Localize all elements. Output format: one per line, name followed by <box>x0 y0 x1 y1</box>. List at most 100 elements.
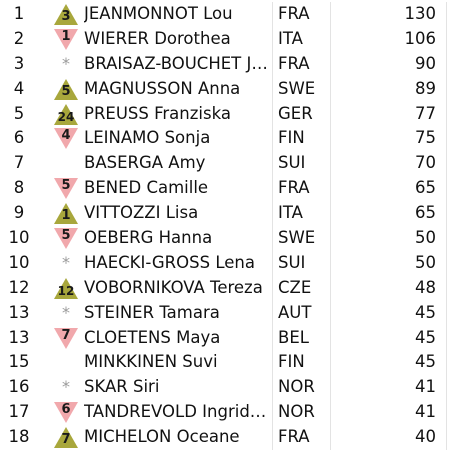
table-row[interactable]: 6 4 LEINAMO Sonja FIN 75 <box>0 126 472 151</box>
rank-cell: 1 <box>13 4 25 23</box>
athlete-name[interactable]: VITTOZZI Lisa <box>84 203 199 223</box>
rank-cell: 2 <box>13 28 25 48</box>
athlete-name[interactable]: PREUSS Franziska <box>84 103 231 123</box>
table-row[interactable]: 3 * BRAISAZ-BOUCHET Ju… FRA 90 <box>0 52 472 77</box>
rank-change-cell: * <box>54 251 80 276</box>
table-row[interactable]: 13 7 CLOETENS Maya BEL 45 <box>0 326 472 351</box>
column-divider <box>272 2 273 451</box>
table-row[interactable]: 2 1 WIERER Dorothea ITA 106 <box>0 27 472 52</box>
rank-down-triangle-icon: 1 <box>54 28 78 50</box>
points-value: 106 <box>404 28 437 48</box>
column-divider <box>330 2 331 451</box>
rank-down-triangle-icon: 4 <box>54 128 78 150</box>
new-entry-asterisk: * <box>62 252 70 272</box>
rank-change-value: 7 <box>61 327 71 343</box>
rank-change-cell <box>54 350 80 375</box>
athlete-name[interactable]: VOBORNIKOVA Tereza <box>84 277 263 297</box>
rank-cell: 12 <box>8 277 30 297</box>
rank-cell: 17 <box>8 402 30 422</box>
points-value: 41 <box>415 402 436 422</box>
rank-change-cell: 12 <box>54 276 80 301</box>
nation-code: SWE <box>278 78 316 98</box>
nation-code: NOR <box>278 402 315 422</box>
table-row[interactable]: 18 7 MICHELON Oceane FRA 40 <box>0 425 472 450</box>
athlete-name[interactable]: BASERGA Amy <box>84 153 206 173</box>
points-value: 65 <box>415 203 436 223</box>
athlete-name[interactable]: LEINAMO Sonja <box>84 128 211 148</box>
rank-cell: 7 <box>13 153 25 173</box>
new-entry-asterisk: * <box>62 377 70 397</box>
table-row[interactable]: 15 MINKKINEN Suvi FIN 45 <box>0 350 472 375</box>
rank-down-triangle-icon: 6 <box>54 402 78 424</box>
athlete-name[interactable]: WIERER Dorothea <box>84 28 231 48</box>
rank-change-cell: * <box>54 375 80 400</box>
rank-change-value: 5 <box>61 83 71 99</box>
table-row[interactable]: 16 * SKAR Siri NOR 41 <box>0 375 472 400</box>
rank-change-value: 5 <box>61 178 71 194</box>
rank-down-triangle-icon: 7 <box>54 327 78 349</box>
rank-change-cell: 1 <box>54 27 80 52</box>
nation-code: FRA <box>278 427 310 447</box>
table-row[interactable]: 10 * HAECKI-GROSS Lena SUI 50 <box>0 251 472 276</box>
nation-code: ITA <box>278 203 303 223</box>
athlete-name[interactable]: STEINER Tamara <box>84 302 220 322</box>
table-row[interactable]: 12 12 VOBORNIKOVA Tereza CZE 48 <box>0 276 472 301</box>
rank-change-cell: 5 <box>54 226 80 251</box>
points-value: 130 <box>404 4 437 23</box>
rank-change-value: 1 <box>61 28 71 44</box>
rank-change-cell <box>54 151 80 176</box>
athlete-name[interactable]: JEANMONNOT Lou <box>84 4 233 23</box>
nation-code: SUI <box>278 153 306 173</box>
points-value: 45 <box>415 302 436 322</box>
points-value: 90 <box>415 53 436 73</box>
table-row[interactable]: 8 5 BENED Camille FRA 65 <box>0 176 472 201</box>
nation-code: CZE <box>278 277 312 297</box>
athlete-name[interactable]: SKAR Siri <box>84 377 160 397</box>
points-value: 89 <box>415 78 436 98</box>
rank-change-cell: * <box>54 52 80 77</box>
rank-change-cell: 5 <box>54 176 80 201</box>
table-row[interactable]: 1 3 JEANMONNOT Lou FRA 130 <box>0 2 472 27</box>
athlete-name[interactable]: CLOETENS Maya <box>84 327 221 347</box>
table-row[interactable]: 5 24 PREUSS Franziska GER 77 <box>0 102 472 127</box>
table-row[interactable]: 7 BASERGA Amy SUI 70 <box>0 151 472 176</box>
table-row[interactable]: 9 1 VITTOZZI Lisa ITA 65 <box>0 201 472 226</box>
rank-change-cell: 6 <box>54 400 80 425</box>
points-value: 50 <box>415 228 436 248</box>
athlete-name[interactable]: MINKKINEN Suvi <box>84 352 218 372</box>
table-row[interactable]: 17 6 TANDREVOLD Ingrid L… NOR 41 <box>0 400 472 425</box>
nation-code: ITA <box>278 28 303 48</box>
rank-cell: 3 <box>13 53 25 73</box>
points-value: 45 <box>415 327 436 347</box>
rank-change-value: 7 <box>61 432 71 448</box>
points-value: 41 <box>415 377 436 397</box>
rank-up-triangle-icon: 12 <box>54 277 78 299</box>
rank-up-triangle-icon: 5 <box>54 78 78 100</box>
points-value: 50 <box>415 252 436 272</box>
rank-change-cell: 24 <box>54 102 80 127</box>
rank-change-value: 12 <box>57 283 75 298</box>
nation-code: FIN <box>278 352 305 372</box>
athlete-name[interactable]: OEBERG Hanna <box>84 228 213 248</box>
athlete-name[interactable]: HAECKI-GROSS Lena <box>84 252 255 272</box>
nation-code: BEL <box>278 327 309 347</box>
rank-cell: 6 <box>13 128 25 148</box>
table-row[interactable]: 10 5 OEBERG Hanna SWE 50 <box>0 226 472 251</box>
table-row[interactable]: 13 * STEINER Tamara AUT 45 <box>0 301 472 326</box>
points-value: 77 <box>415 103 436 123</box>
athlete-name[interactable]: MAGNUSSON Anna <box>84 78 241 98</box>
athlete-name[interactable]: BENED Camille <box>84 178 209 198</box>
rank-down-triangle-icon: 5 <box>54 178 78 200</box>
nation-code: NOR <box>278 377 315 397</box>
athlete-name[interactable]: MICHELON Oceane <box>84 427 240 447</box>
athlete-name[interactable]: BRAISAZ-BOUCHET Ju… <box>84 53 270 73</box>
rank-change-cell: 7 <box>54 326 80 351</box>
rank-cell: 13 <box>8 302 30 322</box>
points-value: 70 <box>415 153 436 173</box>
table-row[interactable]: 4 5 MAGNUSSON Anna SWE 89 <box>0 77 472 102</box>
rank-cell: 15 <box>8 352 30 372</box>
rank-change-cell: * <box>54 301 80 326</box>
points-value: 45 <box>415 352 436 372</box>
athlete-name[interactable]: TANDREVOLD Ingrid L… <box>84 402 270 422</box>
